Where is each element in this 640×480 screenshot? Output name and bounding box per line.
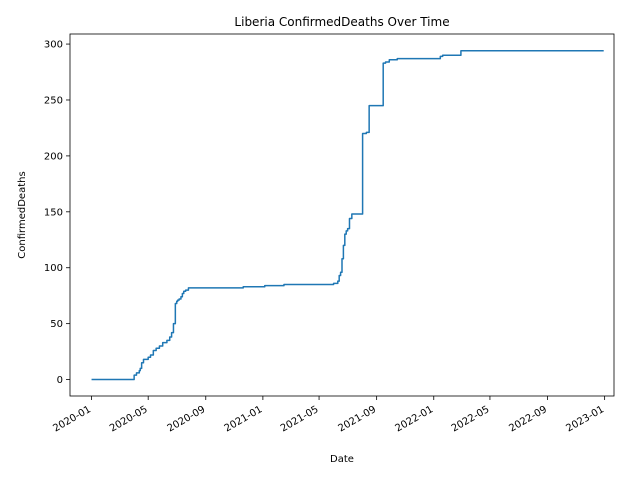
plot-frame [69, 33, 615, 397]
y-tick-label: 150 [44, 207, 63, 218]
y-tick-label: 50 [50, 319, 63, 330]
y-tick-label: 300 [44, 40, 63, 51]
x-axis-label: Date [330, 454, 354, 465]
series-line [91, 50, 604, 381]
y-axis-label: ConfirmedDeaths [17, 171, 28, 258]
chart-title: Liberia ConfirmedDeaths Over Time [234, 15, 449, 29]
y-tick-label: 0 [57, 375, 63, 386]
y-tick-label: 200 [44, 151, 63, 162]
y-tick-label: 250 [44, 95, 63, 106]
y-tick-label: 100 [44, 263, 63, 274]
plot-series [91, 50, 604, 381]
y-axis: 0 50 100 150 200 250 300 [44, 40, 70, 386]
